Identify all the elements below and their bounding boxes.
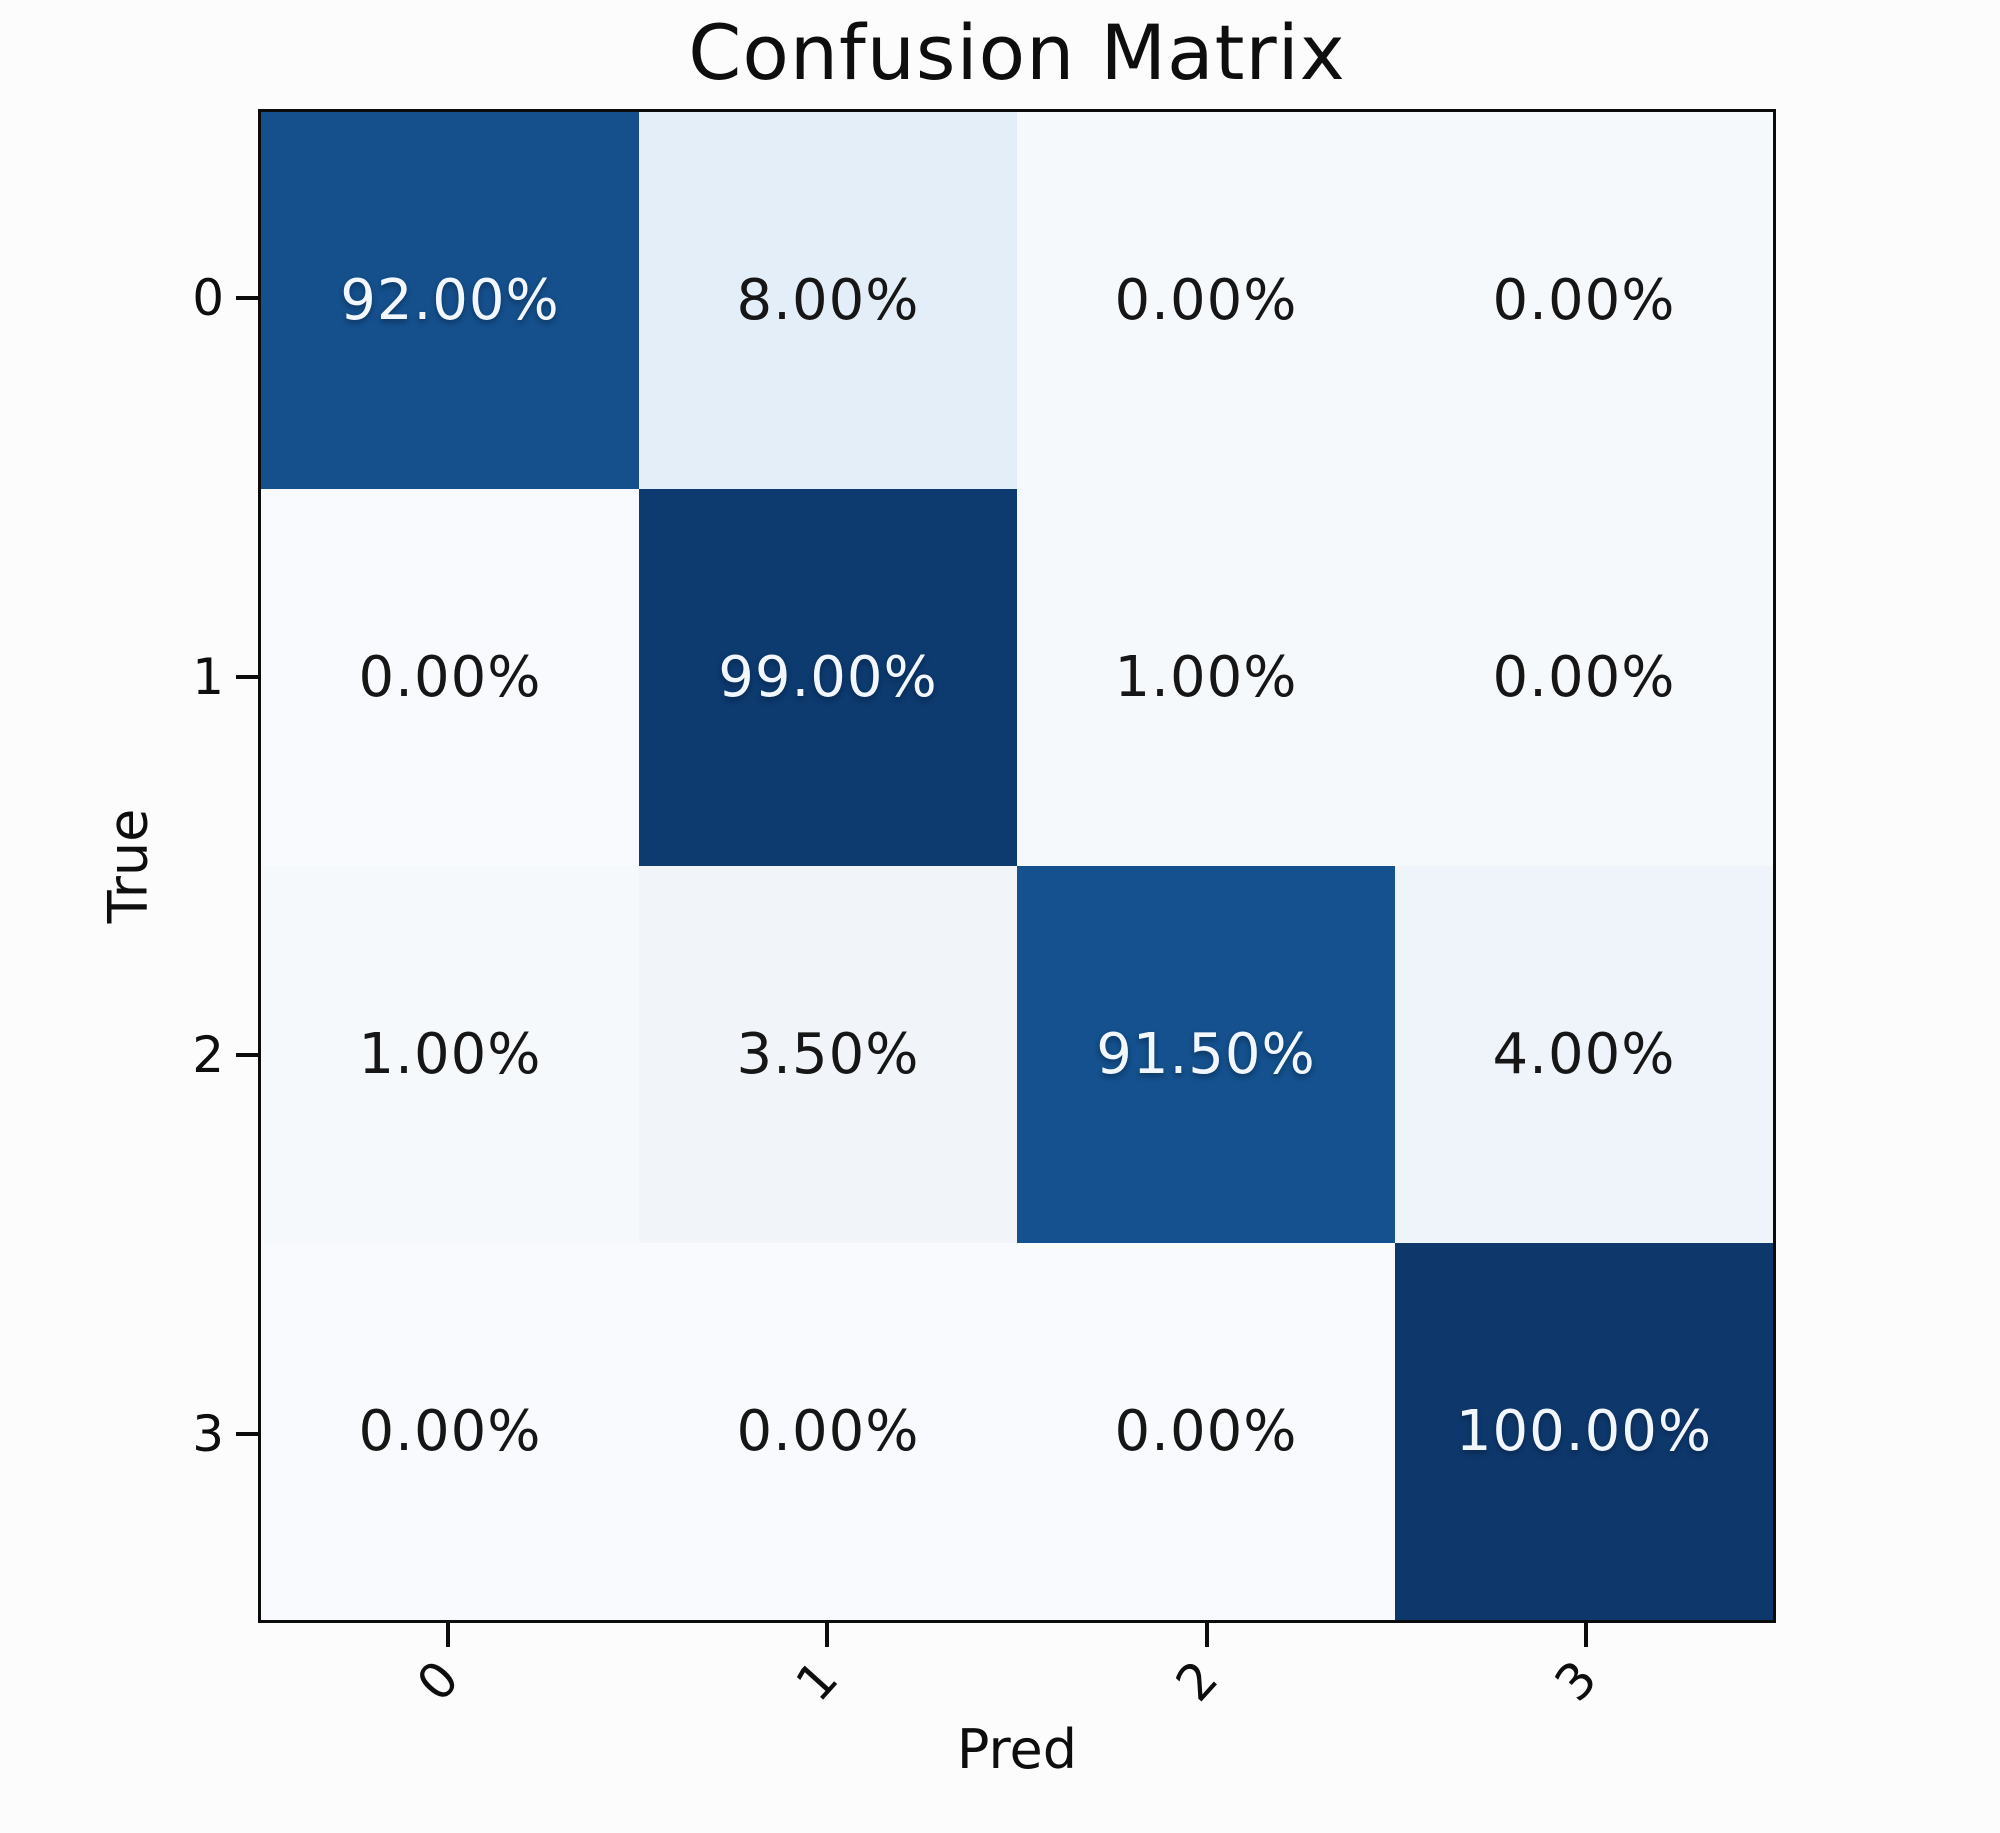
matrix-cell-3-1: 0.00% [639, 1243, 1017, 1620]
cell-value-label: 1.00% [358, 1022, 542, 1087]
matrix-cell-1-0: 0.00% [261, 489, 639, 866]
x-tick-mark-0 [445, 1623, 450, 1647]
matrix-cell-1-3: 0.00% [1395, 489, 1773, 866]
y-tick-mark-3 [236, 1431, 258, 1436]
matrix-cell-3-2: 0.00% [1017, 1243, 1395, 1620]
matrix-cell-0-2: 0.00% [1017, 112, 1395, 489]
x-tick-mark-2 [1204, 1623, 1209, 1647]
cell-value-label: 0.00% [736, 1399, 920, 1464]
cell-value-label: 92.00% [340, 268, 560, 333]
y-tick-mark-2 [236, 1053, 258, 1058]
x-tick-mark-1 [825, 1623, 830, 1647]
matrix-cell-2-0: 1.00% [261, 866, 639, 1243]
matrix-cell-1-2: 1.00% [1017, 489, 1395, 866]
cell-value-label: 91.50% [1096, 1022, 1316, 1087]
matrix-cell-3-0: 0.00% [261, 1243, 639, 1620]
cell-value-label: 100.00% [1455, 1399, 1713, 1464]
cell-value-label: 1.00% [1114, 645, 1298, 710]
chart-title: Confusion Matrix [688, 8, 1346, 97]
cell-value-label: 0.00% [358, 1399, 542, 1464]
heatmap-plot-area: 92.00% 8.00% 0.00% 0.00% 0.00% 99.00% 1.00% 0.0… [258, 109, 1776, 1623]
cell-value-label: 0.00% [1492, 268, 1676, 333]
x-tick-mark-3 [1584, 1623, 1589, 1647]
matrix-cell-2-2: 91.50% [1017, 866, 1395, 1243]
matrix-cell-2-3: 4.00% [1395, 866, 1773, 1243]
matrix-cell-3-3: 100.00% [1395, 1243, 1773, 1620]
y-axis-title: True [96, 808, 160, 924]
cell-value-label: 8.00% [736, 268, 920, 333]
matrix-cell-0-3: 0.00% [1395, 112, 1773, 489]
x-axis-title: Pred [956, 1718, 1078, 1781]
y-tick-mark-0 [236, 296, 258, 301]
y-tick-label-0: 0 [192, 269, 224, 328]
y-tick-label-2: 2 [192, 1026, 224, 1085]
cell-value-label: 0.00% [1114, 268, 1298, 333]
y-tick-label-1: 1 [192, 647, 224, 706]
cell-value-label: 99.00% [718, 645, 938, 710]
cell-value-label: 0.00% [1492, 645, 1676, 710]
y-tick-mark-1 [236, 674, 258, 679]
matrix-cell-2-1: 3.50% [639, 866, 1017, 1243]
cell-value-label: 4.00% [1492, 1022, 1676, 1087]
y-tick-label-3: 3 [192, 1404, 224, 1463]
cell-value-label: 0.00% [358, 645, 542, 710]
matrix-cell-0-0: 92.00% [261, 112, 639, 489]
matrix-cell-0-1: 8.00% [639, 112, 1017, 489]
matrix-cell-1-1: 99.00% [639, 489, 1017, 866]
cell-value-label: 0.00% [1114, 1399, 1298, 1464]
cell-value-label: 3.50% [736, 1022, 920, 1087]
